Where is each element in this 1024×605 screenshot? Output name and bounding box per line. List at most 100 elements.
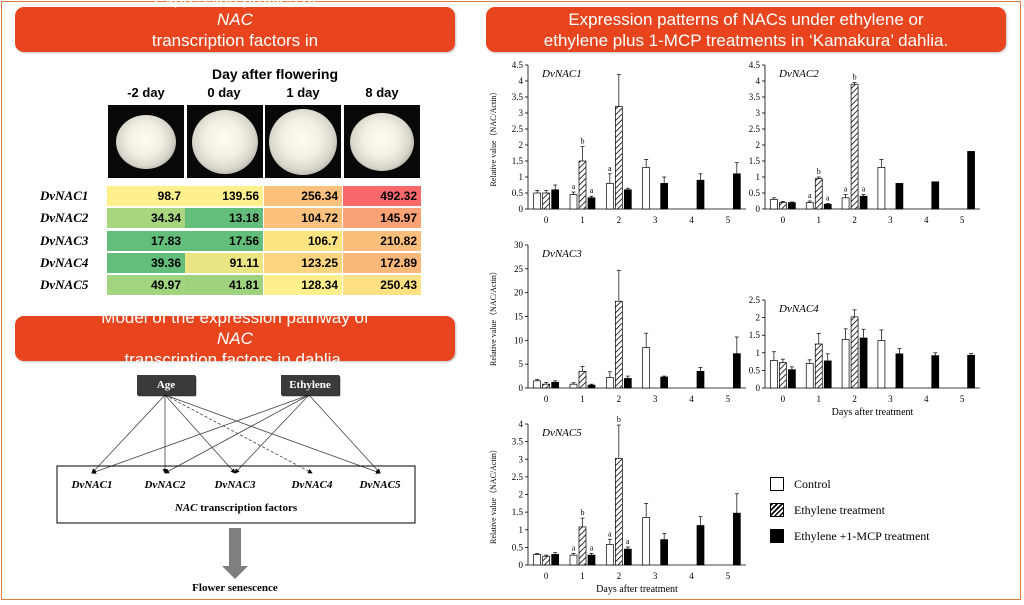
bar-control	[877, 167, 886, 210]
x-tick-label: 5	[726, 215, 731, 225]
chart-DvNAC1: 0 0.5 1 1.5 2 2.5 3 3.5 4 4.5 0 1 2 3 4 5 a a b a DvNAC1 Rela…	[489, 60, 746, 225]
chart-DvNAC3: 0 5 10 15 20 25 30 0 1 2 3 4 5 DvNAC3 Relative value（N…	[489, 240, 746, 404]
x-tick-label: 3	[653, 394, 658, 404]
expression-cell: 128.34	[264, 275, 342, 295]
bar-ethylene	[614, 300, 623, 389]
significance-letter: a	[808, 191, 812, 200]
expression-cell: 13.18	[185, 208, 263, 228]
bar-control	[569, 194, 578, 210]
legend-swatch-ethylene	[770, 503, 784, 517]
day-column-label: 1 day	[286, 85, 320, 100]
gene-row-label: DvNAC2	[40, 210, 89, 225]
y-tick-label: 10	[514, 335, 524, 345]
bar-control	[805, 202, 814, 210]
y-tick-label: 1.5	[512, 507, 524, 517]
bar-ethylene	[779, 362, 787, 389]
significance-letter: a	[826, 194, 830, 203]
y-axis-label: Relative value（NAC/Actin）	[489, 445, 498, 544]
x-tick-label: 1	[580, 215, 585, 225]
y-tick-label: 2	[519, 140, 524, 150]
bar-control	[770, 360, 778, 389]
y-tick-label: 3	[519, 108, 524, 118]
significance-letter: a	[608, 529, 612, 538]
bar-mcp	[623, 189, 632, 210]
chart-DvNAC4: 0 0.5 1 1.5 2 2.5 0 1 2 3 4 5 DvNAC4 Days after treat…	[749, 295, 980, 418]
y-tick-label: 2.5	[749, 295, 761, 305]
x-tick-label: 3	[888, 215, 893, 225]
chart-title: DvNAC3	[541, 248, 582, 260]
nac-node: DvNAC1	[71, 479, 113, 491]
bar-mcp	[823, 360, 832, 389]
expression-cell: 106.7	[264, 231, 342, 251]
bar-ethylene	[614, 458, 623, 566]
bar-ethylene	[814, 178, 823, 210]
expression-cell: 492.32	[343, 186, 421, 206]
expression-cell: 39.36	[107, 253, 185, 273]
bar-control	[533, 380, 542, 389]
bar-ethylene	[578, 160, 587, 210]
x-tick-label: 3	[653, 571, 658, 581]
y-axis-label: Relative value（NAC/Actin）	[489, 88, 498, 187]
x-axis-label: Days after treatment	[596, 584, 678, 595]
x-tick-label: 2	[852, 215, 857, 225]
x-tick-label: 0	[781, 394, 786, 404]
chart-title: DvNAC2	[778, 68, 819, 80]
ethylene-node: Ethylene	[281, 375, 339, 395]
y-tick-label: 1	[519, 525, 524, 535]
bar-control	[877, 340, 886, 389]
bar-ethylene	[578, 526, 587, 566]
significance-letter: a	[626, 537, 630, 546]
bar-mcp	[587, 554, 596, 566]
bar-mcp	[823, 203, 832, 210]
y-tick-label: 30	[514, 240, 524, 250]
bar-control	[841, 197, 850, 210]
significance-letter: a	[844, 185, 848, 194]
x-tick-label: 4	[689, 571, 694, 581]
significance-letter: a	[572, 543, 576, 552]
bar-mcp	[551, 381, 560, 389]
bar-mcp	[732, 173, 741, 210]
x-tick-label: 2	[617, 215, 622, 225]
expression-cell: 41.81	[185, 275, 263, 295]
bar-mcp	[696, 179, 705, 210]
y-tick-label: 0	[519, 204, 524, 214]
nac-group-label: NAC transcription factors	[174, 502, 298, 514]
y-tick-label: 4.5	[749, 60, 761, 70]
bar-mcp	[732, 353, 741, 389]
bar-mcp	[732, 512, 741, 566]
nac-node: DvNAC3	[214, 479, 256, 491]
bar-mcp	[967, 151, 975, 210]
bar-mcp	[967, 354, 975, 389]
bar-control	[770, 199, 778, 210]
flower-senescence-label: Flower senescence	[192, 582, 278, 594]
x-tick-label: 0	[544, 571, 549, 581]
bar-mcp	[931, 181, 940, 210]
bar-mcp	[788, 369, 796, 389]
bar-mcp	[623, 378, 632, 389]
expression-cell: 17.56	[185, 231, 263, 251]
x-tick-label: 1	[817, 215, 822, 225]
legend-swatch-control	[770, 477, 784, 491]
charts-panel-title: Expression patterns of NACs under ethyle…	[486, 7, 1006, 52]
table-panel-title: Expression profiles of NAC transcription…	[15, 0, 455, 71]
bar-mcp	[623, 548, 632, 566]
gene-row-label: DvNAC4	[40, 255, 89, 270]
x-tick-label: 2	[852, 394, 857, 404]
flower-photo-day-0	[187, 105, 263, 178]
day-column-label: -2 day	[127, 85, 165, 100]
y-tick-label: 0	[519, 383, 524, 393]
day-column-label: 8 day	[365, 85, 399, 100]
day-column-label: 0 day	[207, 85, 241, 100]
x-tick-label: 0	[544, 394, 549, 404]
x-tick-label: 1	[580, 571, 585, 581]
significance-letter: a	[608, 164, 612, 173]
y-tick-label: 5	[519, 359, 524, 369]
bar-control	[841, 339, 850, 389]
age-node: Age	[137, 375, 195, 395]
bar-mcp	[696, 525, 705, 566]
expression-cell: 98.7	[107, 186, 185, 206]
bar-control	[533, 192, 542, 210]
bar-mcp	[788, 202, 796, 210]
x-tick-label: 4	[689, 394, 694, 404]
x-tick-label: 5	[960, 394, 965, 404]
